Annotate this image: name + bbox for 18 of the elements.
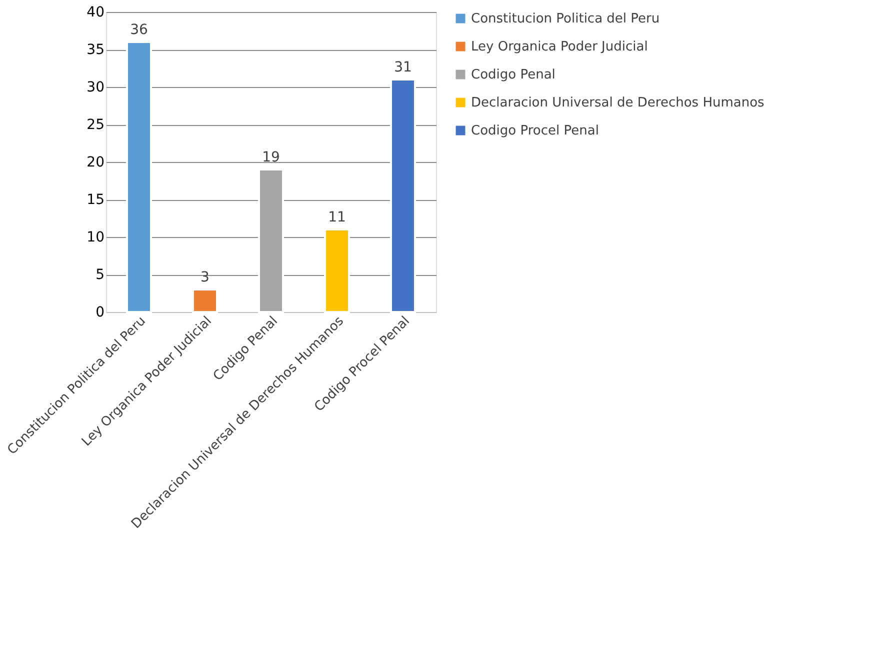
y-tick-label: 0 xyxy=(96,304,104,320)
data-label: 11 xyxy=(328,210,346,226)
data-label: 31 xyxy=(394,60,412,76)
y-tick-label: 20 xyxy=(86,154,104,170)
legend-label: Constitucion Politica del Peru xyxy=(471,12,660,26)
y-tick-label: 5 xyxy=(96,267,104,283)
legend-label: Codigo Penal xyxy=(471,68,556,82)
y-tick-label: 15 xyxy=(86,192,104,208)
legend-label: Ley Organica Poder Judicial xyxy=(471,40,648,54)
y-tick-label: 40 xyxy=(86,4,104,20)
legend-label: Codigo Procel Penal xyxy=(471,124,599,138)
data-label: 36 xyxy=(130,22,148,38)
legend-label: Declaracion Universal de Derechos Humanos xyxy=(471,96,765,110)
y-tick-label: 35 xyxy=(86,42,104,58)
data-label: 19 xyxy=(262,150,280,166)
y-tick-label: 10 xyxy=(86,230,104,246)
y-tick-label: 30 xyxy=(86,80,104,96)
y-tick-label: 25 xyxy=(86,117,104,133)
